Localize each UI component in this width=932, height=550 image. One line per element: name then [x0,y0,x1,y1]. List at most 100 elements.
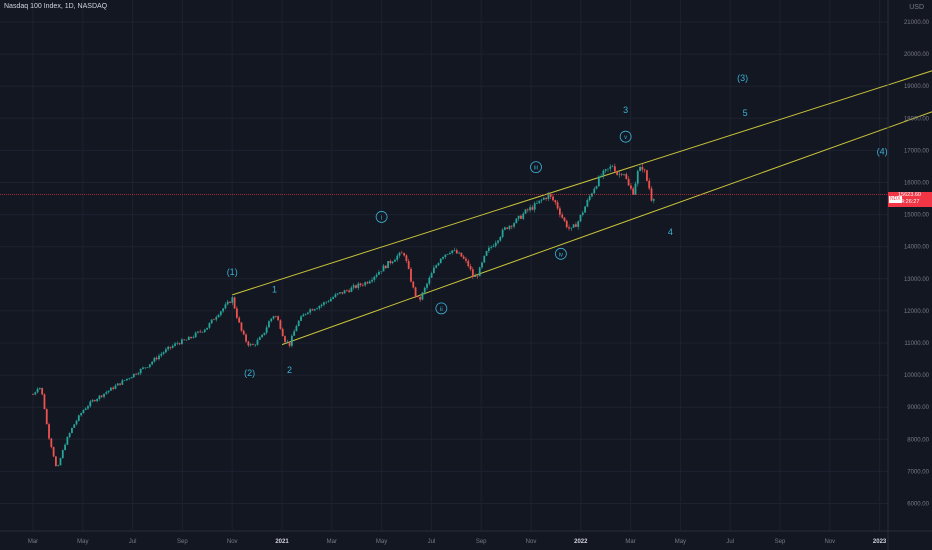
candle-body [407,261,410,269]
candle-body [245,334,247,342]
candle-body [329,298,332,302]
candle-body [552,196,554,201]
candle-body [201,331,204,333]
candle-body [460,252,463,257]
candle-body [87,406,89,409]
candle-body [387,261,389,269]
candle-body [384,265,387,269]
price-axis[interactable]: 21000.00 20000.00 19000.00 18000.00 17000.00… [887,0,930,550]
candle-body [600,175,603,177]
candle-body [368,281,371,284]
candle-body [288,341,291,346]
price-badge-countdown: 04:26:27 [898,199,920,205]
time-tick-label: Jul [726,539,734,545]
candle-body [513,223,515,227]
candle-body [151,361,154,365]
candle-body [114,385,117,389]
candle-body [155,357,158,360]
candle-body [416,295,419,298]
candle-body [61,450,64,459]
grid-lines [0,0,888,530]
candle-body [98,395,101,399]
wave-label: ii [440,307,443,313]
candle-body [646,170,648,181]
candle-body [187,336,190,340]
candle-body [73,424,76,428]
candle-body [478,267,481,277]
candle-body [455,250,458,254]
candle-body [123,380,126,381]
candle-body [593,188,596,194]
candle-body [247,341,250,346]
candle-body [320,304,323,306]
wave-label-circle [619,130,632,143]
candle-body [50,438,53,448]
candle-body [629,185,632,189]
candle-body [323,302,325,305]
channel-line-upper [232,70,932,296]
candle-body [487,247,490,252]
candle-body [563,217,566,221]
candle-body [451,250,454,253]
candle-body [224,304,227,309]
candle-body [611,166,614,167]
candle-body [162,352,165,354]
candle-body [286,341,289,343]
candle-body [419,297,422,300]
time-tick-label: May [77,539,88,545]
trend-channel[interactable] [232,57,932,346]
channel-line-lower [281,111,932,346]
candle-body [398,252,401,256]
candlestick-series [32,163,655,467]
candle-body [190,336,192,338]
candle-body [222,308,225,312]
candle-body [55,456,57,467]
candle-body [510,225,513,227]
time-axis[interactable]: Mar May Jul Sep Nov 2021 Mar May Jul Sep Nov 2022 Ma… [0,530,932,545]
candle-body [494,242,497,246]
candle-body [597,176,600,187]
candle-body [215,317,218,320]
candle-body [126,378,128,381]
candle-body [84,408,87,411]
candle-body [366,282,369,284]
wave-label: i [381,215,382,221]
candle-body [652,199,655,201]
time-tick-label: Nov [526,539,537,545]
candle-body [107,390,110,393]
wave-label: (1) [227,267,238,277]
candle-body [595,186,598,189]
candle-body [32,394,34,395]
candle-body [75,420,78,425]
candle-body [105,392,108,394]
candle-body [240,322,243,331]
candle-body [197,331,199,333]
candle-body [361,285,364,286]
price-tick-label: 13000.00 [904,277,930,283]
candle-body [119,383,121,385]
wave-label-circle [530,161,542,174]
candle-body [522,213,525,219]
candle-body [318,305,321,309]
candle-body [297,320,300,326]
candle-body [439,258,442,264]
candle-body [210,319,213,324]
wave-label: 4 [668,227,673,237]
time-tick-label: Jul [428,539,436,545]
candle-body [334,294,337,298]
candle-body [442,256,444,259]
candle-body [602,170,605,176]
candle-body [128,378,131,379]
candle-body [302,314,305,317]
price-tick-label: 15000.00 [904,213,930,219]
candle-body [183,339,186,341]
candle-body [274,316,277,317]
candle-body [345,290,348,292]
candle-body [316,308,318,310]
candle-body [371,279,373,282]
candle-body [208,323,211,328]
candle-body [229,301,231,303]
candle-body [277,316,280,321]
price-badge-symbol: NDX [889,196,902,203]
